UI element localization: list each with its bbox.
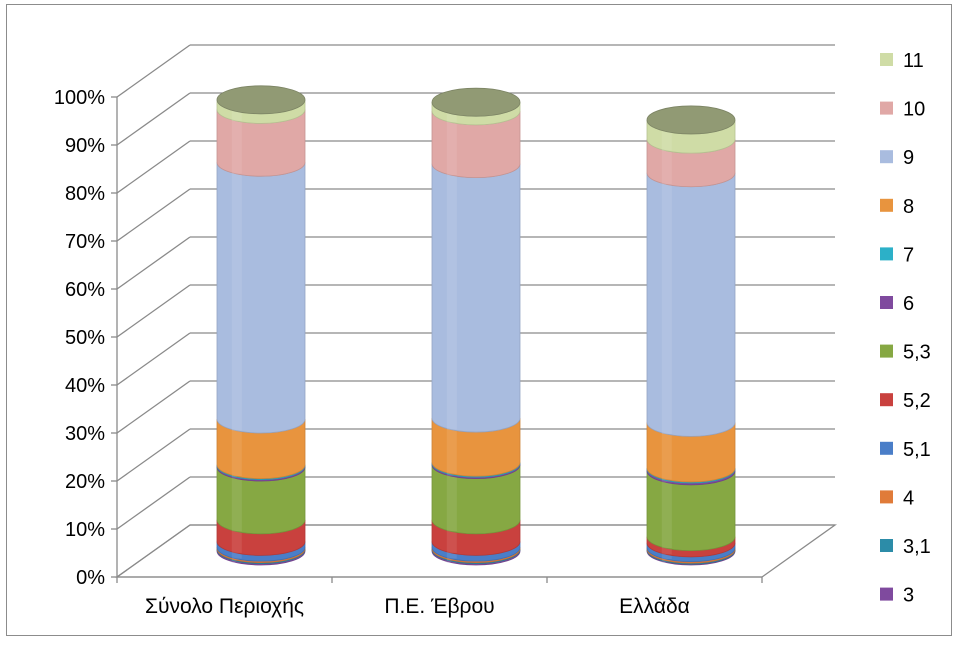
legend-swatch: [880, 101, 893, 115]
legend-swatch: [880, 296, 893, 309]
y-tick-label: 20%: [65, 471, 105, 493]
gridline-connector: [116, 188, 191, 242]
x-category-label: Π.Ε. Έβρου: [384, 595, 494, 618]
legend-label: 11: [903, 50, 924, 72]
gridline-connector: [116, 284, 191, 338]
bar-top-cap: [646, 105, 736, 135]
legend-swatch: [880, 587, 893, 601]
gridline-connector: [116, 380, 191, 434]
legend-label: 5,3: [903, 342, 931, 364]
legend-label: 7: [903, 244, 914, 266]
chart-frame: 0% 10% 20% 30% 40% 50% 60% 70% 80% 90% 100% Σύνολο …: [6, 4, 952, 636]
legend-label: 10: [903, 99, 925, 121]
gridline-connector: [116, 476, 191, 530]
x-category-label: Ελλάδα: [619, 595, 690, 618]
gridline-connector: [116, 140, 191, 194]
legend-swatch: [880, 441, 893, 455]
y-tick-label: 50%: [65, 327, 105, 349]
legend-label: 8: [903, 196, 914, 218]
gridline-connector: [116, 332, 191, 386]
legend-label: 4: [903, 487, 914, 509]
legend-label: 3,1: [903, 536, 931, 558]
bar-segment-9: [646, 172, 736, 437]
y-tick-label: 10%: [65, 519, 105, 541]
legend-swatch: [880, 53, 893, 66]
y-tick-label: 80%: [65, 183, 105, 205]
x-category-label: Σύνολο Περιοχής: [145, 595, 304, 618]
bar-segment-9: [431, 163, 521, 433]
bar-top-cap: [216, 85, 306, 115]
y-tick-label: 40%: [65, 375, 105, 397]
legend-swatch: [880, 344, 893, 358]
gridline-connector: [116, 92, 191, 146]
legend-swatch: [880, 247, 893, 261]
legend-label: 5,1: [903, 439, 931, 461]
legend-label: 9: [903, 147, 914, 169]
legend-swatch: [880, 198, 893, 212]
legend-swatch: [880, 539, 893, 552]
y-tick-label: 60%: [65, 279, 105, 301]
bar-top-cap: [431, 87, 521, 117]
y-tick-label: 30%: [65, 423, 105, 445]
y-tick-label: 70%: [65, 231, 105, 253]
gridline-connector: [116, 44, 191, 98]
bar-segment-9: [216, 162, 306, 434]
legend-label: 6: [903, 293, 914, 315]
y-tick-label: 90%: [65, 135, 105, 157]
legend-label: 3: [903, 585, 914, 607]
gridline-connector: [116, 428, 191, 482]
stacked-cylinder-chart: 0% 10% 20% 30% 40% 50% 60% 70% 80% 90% 100% Σύνολο …: [54, 44, 931, 618]
legend-swatch: [880, 490, 893, 504]
legend-swatch: [880, 393, 893, 407]
y-tick-label: 0%: [76, 567, 105, 589]
legend-label: 5,2: [903, 390, 931, 412]
legend-swatch: [880, 150, 893, 164]
gridline-connector: [116, 236, 191, 290]
y-tick-label: 100%: [54, 87, 105, 109]
